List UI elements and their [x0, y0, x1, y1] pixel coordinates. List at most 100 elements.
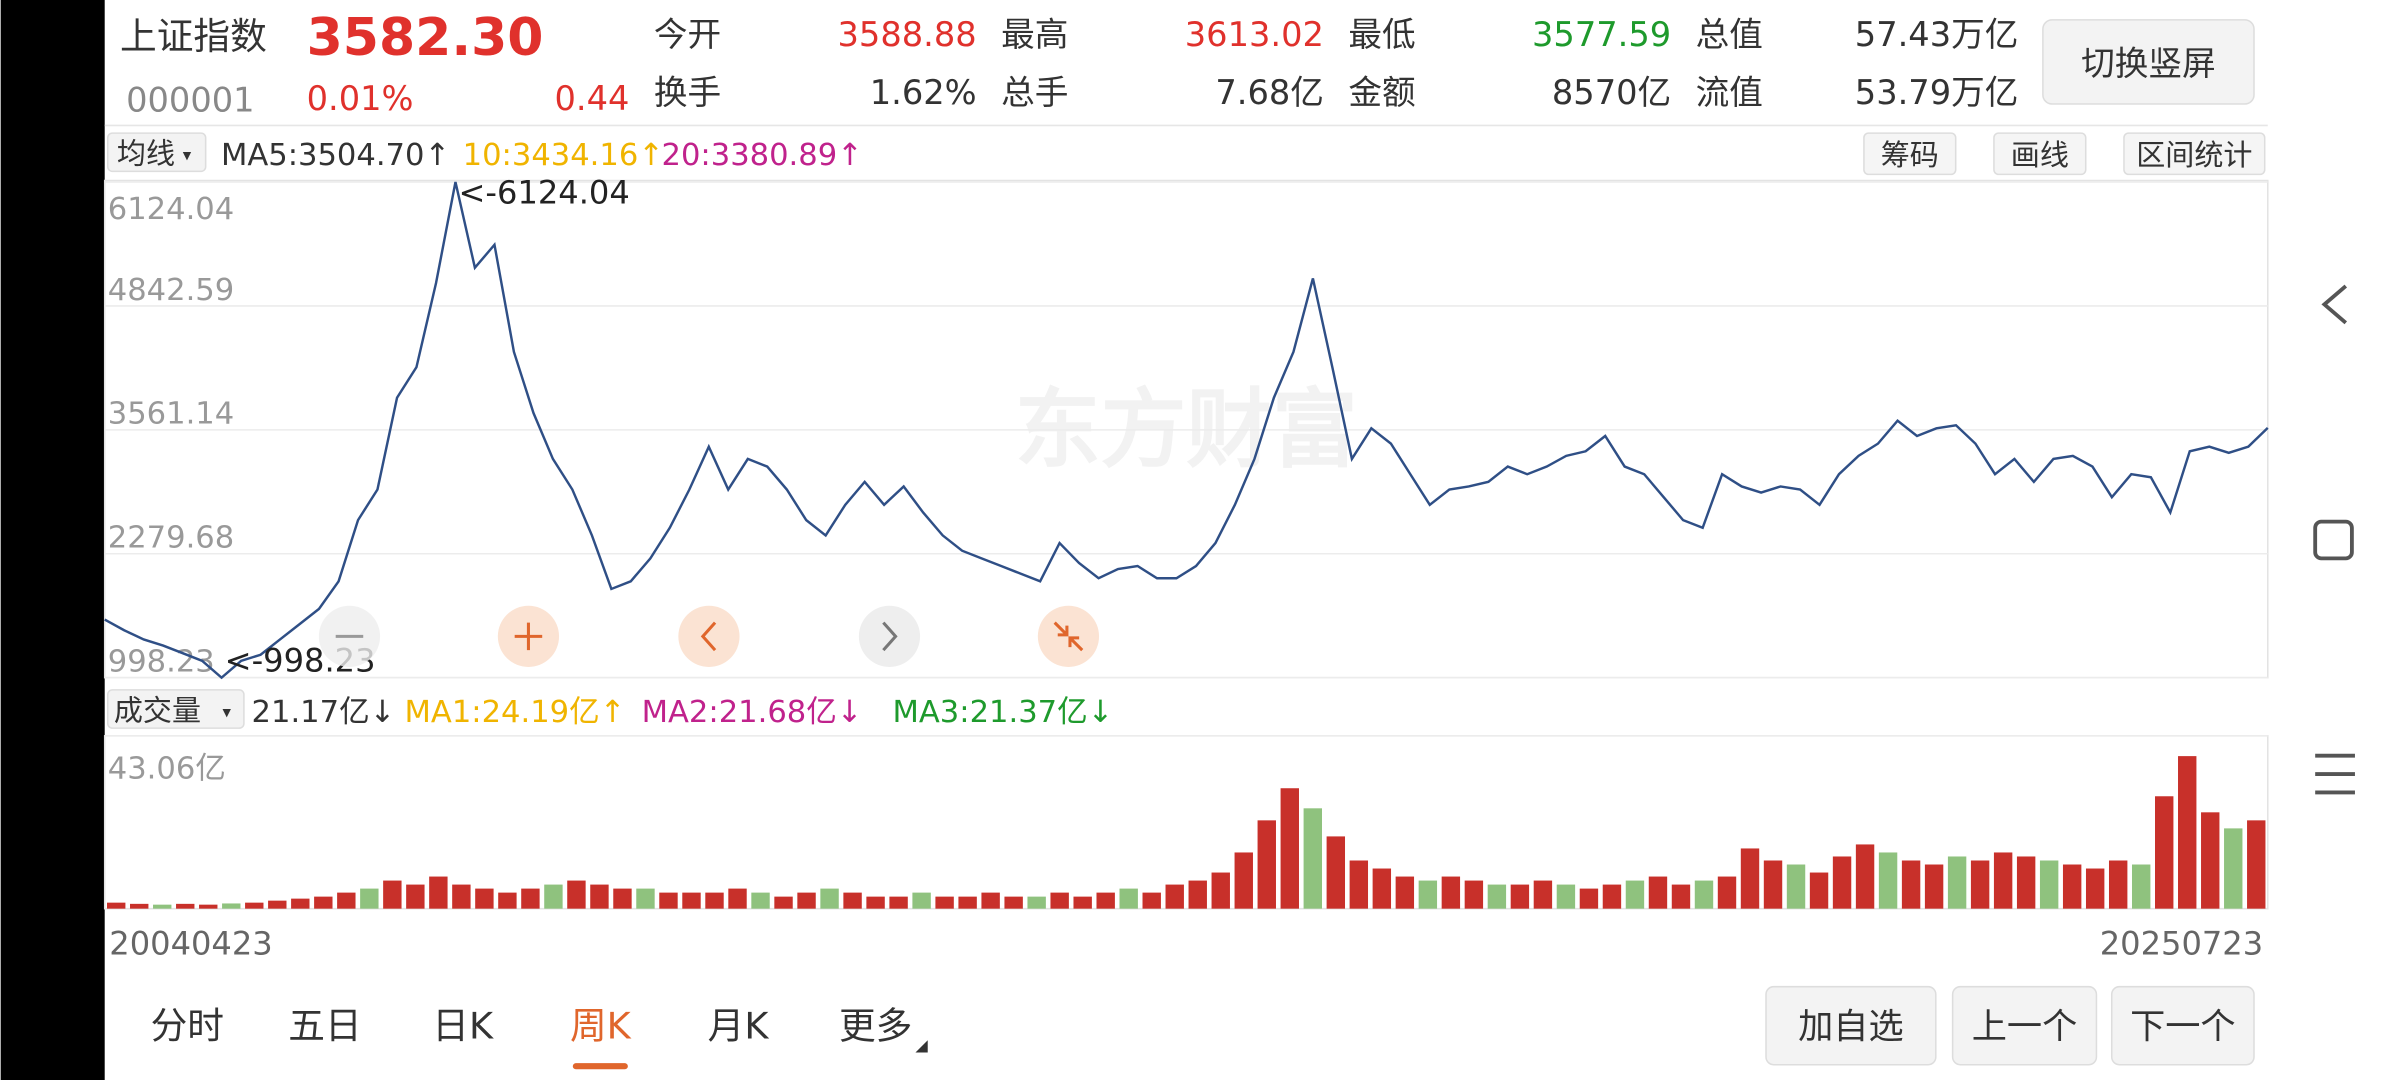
stat-value: 8570亿 — [1552, 73, 1671, 112]
volume-bar — [1142, 892, 1161, 909]
y-tick-label: 4842.59 — [108, 273, 234, 308]
volume-bar — [2062, 864, 2082, 909]
tabs: 分时 五日 日K 周K 月K 更多 — [151, 1005, 928, 1070]
ma-selector[interactable] — [106, 132, 207, 173]
tab[interactable]: 月K — [708, 1005, 770, 1048]
volume-bar — [1280, 788, 1299, 909]
switch-button[interactable] — [2042, 19, 2255, 105]
volume-bar — [314, 896, 333, 909]
volume-bar — [2108, 860, 2128, 909]
stat-value: 57.43万亿 — [1855, 15, 2019, 54]
change: 0.44 — [554, 79, 629, 118]
volume-bar — [1602, 884, 1622, 909]
volume-bar — [199, 904, 218, 909]
volume-bar — [1510, 884, 1530, 909]
volume-bar — [981, 892, 1000, 909]
volume-bar — [1464, 880, 1484, 909]
volume-bar — [567, 880, 586, 909]
toolbar-button[interactable] — [2123, 132, 2266, 176]
volume-bar — [1878, 852, 1898, 909]
stat-label: 金额 — [1348, 73, 1415, 112]
volume-bar — [337, 892, 356, 909]
bottom-button-label: 加自选 — [1798, 1007, 1904, 1048]
volume-bar — [935, 896, 954, 909]
y-tick-label: 43.06亿 — [108, 752, 226, 787]
volume-bar — [1809, 872, 1829, 909]
move-left[interactable] — [678, 605, 740, 667]
volume-selector[interactable] — [106, 689, 245, 729]
tab-indicator — [572, 1063, 628, 1070]
volume-bar — [452, 884, 471, 909]
switch-button-label: 切换竖屏 — [2081, 44, 2216, 83]
volume-chart: 43.06亿 20040423 20250723 — [104, 735, 2268, 963]
toolbar-button-label: 画线 — [2011, 138, 2069, 172]
x-label-end: 20250723 — [2100, 925, 2263, 963]
volume-bar — [2016, 856, 2036, 909]
nav-home[interactable] — [2313, 519, 2354, 561]
volume-bar — [521, 888, 540, 909]
y-tick-label: 2279.68 — [108, 521, 234, 556]
stat-label: 最高 — [1001, 15, 1068, 54]
stat-value: 53.79万亿 — [1855, 73, 2019, 112]
toolbar-buttons: 筹码 画线 区间统计 — [1863, 132, 2266, 176]
bottom-button-label: 上一个 — [1972, 1007, 2078, 1048]
volume-bar — [774, 896, 793, 909]
stat-value: 1.62% — [870, 73, 977, 112]
icon — [882, 621, 898, 652]
volume-bar — [1970, 860, 1990, 909]
volume-bar — [268, 900, 287, 909]
volume-bar — [360, 888, 379, 909]
volume-bar — [797, 892, 816, 909]
change-pct: 0.01% — [307, 79, 414, 118]
icon — [1053, 621, 1084, 652]
stat-label: 流值 — [1696, 73, 1763, 112]
tab[interactable]: 五日 — [288, 1005, 361, 1048]
volume-bar — [2131, 864, 2151, 909]
bottom-button-label: 下一个 — [2130, 1007, 2236, 1048]
volume-bar — [1671, 884, 1691, 909]
toolbar-button[interactable] — [1863, 132, 1957, 176]
stat-label: 换手 — [654, 73, 721, 112]
stat-label: 最低 — [1348, 15, 1415, 54]
volume-bar — [1073, 896, 1092, 909]
volume-bar — [1855, 844, 1875, 909]
reset-zoom[interactable] — [1037, 605, 1100, 667]
bottom-button[interactable] — [2110, 985, 2255, 1066]
volume-bar — [682, 892, 701, 909]
volume-bar — [383, 880, 402, 909]
volume-bar — [2155, 796, 2174, 909]
volume-bar — [1579, 888, 1599, 909]
nav-menu[interactable] — [2315, 753, 2355, 795]
volume-bar — [2085, 868, 2105, 909]
volume-bar — [2201, 812, 2220, 909]
volume-bar — [475, 888, 494, 909]
dropdown-icon: ▾ — [183, 145, 192, 165]
move-right[interactable] — [858, 605, 921, 667]
volume-bar — [889, 896, 908, 909]
volume-bar — [1694, 880, 1714, 909]
max-annotation: <-6124.04 — [459, 173, 630, 211]
stock-name: 上证指数 — [120, 15, 267, 58]
bottom-button[interactable] — [1765, 985, 1937, 1066]
volume-bar — [912, 892, 931, 909]
bottom-button[interactable] — [1951, 985, 2098, 1066]
tab[interactable]: 日K — [432, 1005, 494, 1048]
nav-back[interactable] — [2321, 284, 2348, 325]
tab[interactable]: 更多 — [839, 1005, 912, 1048]
volume-bar — [1234, 852, 1253, 909]
volume-bar — [1924, 864, 1944, 909]
volume-bar — [1349, 860, 1369, 909]
tab[interactable]: 周K — [570, 1005, 632, 1048]
volume-bar — [406, 884, 425, 909]
toolbar-button[interactable] — [1993, 132, 2087, 176]
volume-bar — [222, 903, 241, 909]
ma-selector-label: 均线 — [117, 137, 175, 171]
tab[interactable]: 分时 — [151, 1005, 224, 1048]
volume-bar — [958, 896, 977, 909]
volume-bar — [2178, 756, 2197, 909]
volume-bar — [176, 903, 195, 909]
volume-bar — [1487, 884, 1507, 909]
more-icon — [915, 1040, 928, 1053]
